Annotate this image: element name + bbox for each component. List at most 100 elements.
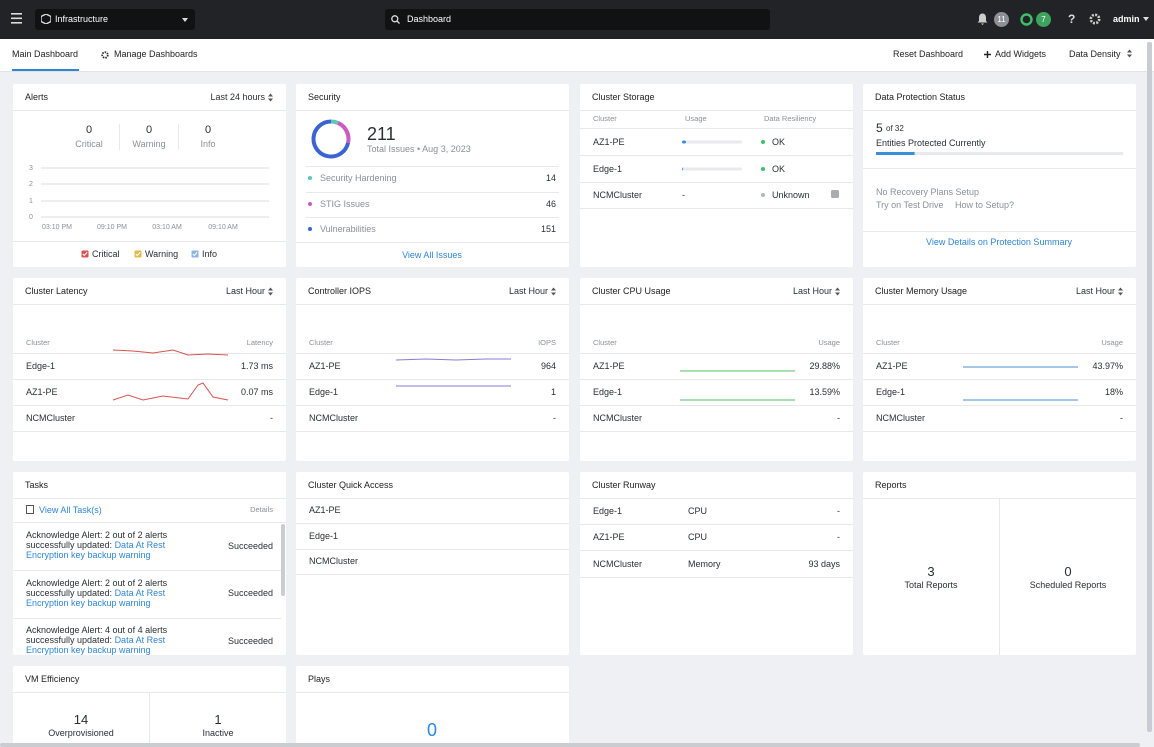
bell-icon[interactable] <box>977 13 988 25</box>
x-tick-label: 09:10 PM <box>97 223 127 231</box>
cluster-name: AZ1-PE <box>593 136 625 147</box>
divider <box>580 304 853 305</box>
column-header: Latency <box>246 338 273 348</box>
reset-button[interactable]: Reset Dashboard <box>893 49 964 59</box>
divider <box>580 524 853 525</box>
metric-value: - <box>837 412 840 423</box>
sort-icon <box>1118 287 1123 296</box>
test-drive-link[interactable]: Try on Test Drive <box>876 199 944 210</box>
metric-value: - <box>270 412 273 423</box>
legend-label: Info <box>202 248 218 259</box>
time-range[interactable]: Last Hour <box>225 285 265 296</box>
issue-name: STIG Issues <box>320 198 370 209</box>
usage-fill <box>682 167 683 171</box>
sparklines <box>680 370 795 401</box>
issue-name: Security Hardening <box>320 172 397 183</box>
sort-icon <box>1127 49 1132 58</box>
divider <box>296 549 569 550</box>
alert-count: 0 <box>204 123 212 136</box>
usage-bar <box>682 140 742 144</box>
x-tick-label: 03:10 PM <box>42 223 72 231</box>
y-tick-label: 3 <box>29 164 33 172</box>
protection-progress <box>876 152 1123 155</box>
progress-track <box>876 152 1123 155</box>
density-button[interactable]: Data Density <box>1069 49 1121 59</box>
cluster-link[interactable]: AZ1-PE <box>309 504 341 515</box>
report-label: Scheduled Reports <box>1029 579 1107 590</box>
y-tick-label: 2 <box>29 180 33 188</box>
divider <box>580 379 853 380</box>
sort-arrows <box>835 287 840 296</box>
tab-manage[interactable]: Manage Dashboards <box>114 49 198 59</box>
tab-main[interactable]: Main Dashboard <box>12 49 79 59</box>
divider <box>863 498 1136 499</box>
task-link[interactable]: Data At Rest Encryption key backup warni… <box>26 540 166 560</box>
divider <box>863 231 1136 232</box>
search-box[interactable]: Dashboard <box>385 9 770 30</box>
divider <box>13 570 281 571</box>
widget-protection: Data Protection Status 5 of 32 Entities Pro… <box>863 84 1136 267</box>
search-icon <box>391 15 400 24</box>
divider <box>13 241 286 242</box>
cluster-name: AZ1-PE <box>593 531 625 542</box>
dot <box>761 167 765 171</box>
divider <box>306 192 559 193</box>
sort-icon <box>835 287 840 296</box>
issue-name: Vulnerabilities <box>320 223 376 234</box>
protection-summary-link[interactable]: View Details on Protection Summary <box>926 236 1072 247</box>
widget-reports: Reports 3 Total Reports 0 Scheduled Reports <box>863 472 1136 655</box>
resiliency-status: OK <box>772 163 786 174</box>
divider <box>580 353 853 354</box>
metric-value: 29.88% <box>809 360 840 371</box>
divider <box>580 577 853 578</box>
user-menu[interactable]: admin <box>1113 14 1140 24</box>
task-scrollbar <box>281 524 285 596</box>
time-range[interactable]: Last Hour <box>792 285 832 296</box>
no-plans: No Recovery Plans Setup <box>876 186 980 197</box>
cluster-link[interactable]: NCMCluster <box>309 555 359 566</box>
cluster-name: NCMCluster <box>593 189 643 200</box>
search-text: Dashboard <box>407 14 452 24</box>
task-link[interactable]: Data At Rest Encryption key backup warni… <box>26 587 166 608</box>
divider <box>580 155 853 156</box>
task-link[interactable]: Data At Rest Encryption key backup warni… <box>26 635 166 655</box>
column-header: Cluster <box>876 338 900 348</box>
sub-nav: Main Dashboard Manage Dashboards Reset D… <box>0 39 1154 72</box>
top-bar: Infrastructure Dashboard 11 7 ? admin <box>0 0 1154 39</box>
settings-icon[interactable] <box>1089 13 1101 25</box>
divider <box>13 353 286 354</box>
app-switcher[interactable]: Infrastructure <box>35 9 195 30</box>
sparklines <box>395 358 511 387</box>
add-widgets-button[interactable]: Add Widgets <box>995 49 1047 59</box>
protected-count: 5 <box>876 121 883 135</box>
plus-icon <box>984 51 991 58</box>
tasks-icon[interactable] <box>1020 13 1033 26</box>
cluster-link[interactable]: Edge-1 <box>309 530 339 541</box>
widget-runway: Cluster Runway Edge-1 CPU - AZ1-PE CPU - NCMClu… <box>580 472 853 655</box>
alerts-badge[interactable]: 11 <box>994 12 1009 27</box>
resiliency-status: OK <box>772 136 786 147</box>
divider <box>580 182 853 183</box>
alert-label: Info <box>200 138 216 149</box>
time-range[interactable]: Last 24 hours <box>210 91 265 102</box>
menu-button[interactable] <box>11 13 23 24</box>
cluster-name: AZ1-PE <box>876 360 908 371</box>
time-range[interactable]: Last Hour <box>508 285 548 296</box>
widget-title: Cluster Latency <box>25 285 88 296</box>
help-button[interactable]: ? <box>1068 12 1076 26</box>
divider <box>306 166 559 167</box>
divider <box>296 242 569 243</box>
x-tick-label: 03:10 AM <box>152 223 182 231</box>
time-range[interactable]: Last Hour <box>1075 285 1115 296</box>
how-to-link[interactable]: How to Setup? <box>955 199 1015 210</box>
metric-value: 0.07 ms <box>240 386 273 397</box>
column-header: Cluster <box>593 338 617 348</box>
tasks-badge[interactable]: 7 <box>1036 12 1051 27</box>
view-issues-link[interactable]: View All Issues <box>402 249 462 260</box>
sparkline <box>395 358 511 361</box>
resiliency-status: Unknown <box>772 189 810 200</box>
metric-value: 43.97% <box>1092 360 1123 371</box>
view-tasks-link[interactable]: View All Task(s) <box>39 504 102 515</box>
metric-value: 18% <box>1104 386 1123 397</box>
sort-icon <box>551 287 556 296</box>
